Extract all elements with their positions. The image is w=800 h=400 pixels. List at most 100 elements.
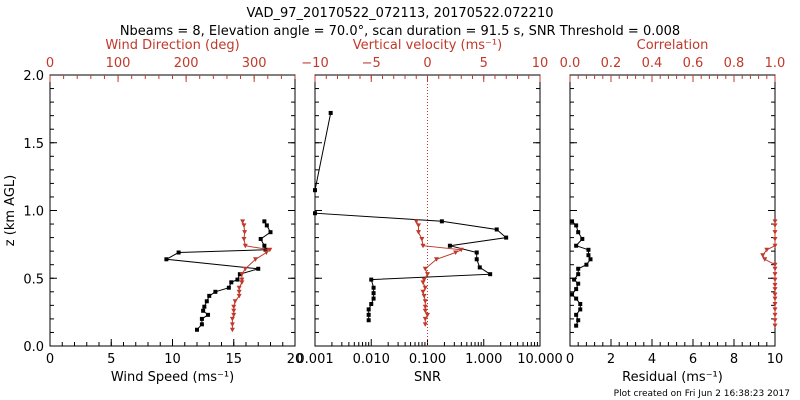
x2-tick-label: 100 xyxy=(106,56,131,71)
x-tick-label: 0 xyxy=(46,352,54,367)
series-1-point xyxy=(580,236,585,241)
title-line-2: Nbeams = 8, Elevation angle = 70.0°, sca… xyxy=(120,24,680,39)
series-2-point xyxy=(422,266,428,272)
x2-tick-label: 1.0 xyxy=(765,56,786,71)
x-axis-title: Residual (ms⁻¹) xyxy=(622,370,723,385)
series-1-line xyxy=(164,221,272,331)
x-tick-label: 10 xyxy=(164,352,181,367)
series-1-point xyxy=(576,266,581,271)
series-2-point xyxy=(263,250,269,256)
series-1-point xyxy=(576,318,581,323)
x2-axis-title: Wind Direction (deg) xyxy=(105,38,239,53)
x-tick-label: 0 xyxy=(566,352,574,367)
series-1-point xyxy=(570,219,575,224)
y-tick-label: 0.0 xyxy=(23,340,44,355)
series-1-point xyxy=(204,299,209,304)
series-2-point xyxy=(772,318,778,323)
series-2-point xyxy=(420,280,426,285)
series-1-point xyxy=(371,291,376,296)
x2-axis-title: Vertical velocity (ms⁻¹) xyxy=(353,38,502,53)
x2-tick-label: 5 xyxy=(480,56,488,71)
series-1-point xyxy=(439,219,444,224)
series-1-point xyxy=(576,281,581,286)
x2-axis-title: Correlation xyxy=(637,38,709,53)
series-2-point xyxy=(762,257,768,262)
y-tick-label: 0.5 xyxy=(23,272,44,287)
series-1-point xyxy=(578,307,583,312)
series-1-line xyxy=(314,112,508,321)
series-1-point xyxy=(369,301,374,306)
series-1-point xyxy=(237,272,242,277)
series-2-point xyxy=(242,266,248,272)
series-1-point xyxy=(235,277,240,282)
series-1-point xyxy=(268,230,273,235)
series-1-point xyxy=(572,277,577,282)
series-1-point xyxy=(574,296,579,301)
series-1-point xyxy=(366,307,371,312)
x2-tick-label: 0.0 xyxy=(560,56,581,71)
series-2-point xyxy=(236,293,242,299)
series-1-point xyxy=(494,227,499,232)
series-2-point xyxy=(267,247,273,253)
title-line-1: VAD_97_20170522_072113, 20170522.072210 xyxy=(247,6,554,21)
series-1-point xyxy=(258,236,263,241)
series-2-point xyxy=(772,287,778,292)
series-1-point xyxy=(447,243,452,248)
series-2-point xyxy=(416,230,421,235)
series-1-point xyxy=(213,289,218,294)
x2-tick-label: 0.4 xyxy=(642,56,663,71)
series-2-point xyxy=(422,322,428,327)
x-tick-label: 0.001 xyxy=(296,352,333,367)
x-tick-label: 4 xyxy=(648,352,656,367)
series-2-point xyxy=(458,247,464,253)
y-tick-label: 1.0 xyxy=(23,205,44,220)
series-2-point xyxy=(231,308,237,314)
series-2-point xyxy=(422,316,428,322)
series-2-point xyxy=(239,277,245,283)
x-tick-label: 15 xyxy=(225,352,242,367)
x2-tick-label: 0.2 xyxy=(601,56,622,71)
x-tick-label: 5 xyxy=(107,352,115,367)
series-2-point xyxy=(453,250,459,256)
x2-tick-label: 0.8 xyxy=(724,56,745,71)
series-2-point xyxy=(772,219,778,224)
x-tick-label: 1.000 xyxy=(465,352,502,367)
series-1-point xyxy=(477,265,482,270)
series-2-point xyxy=(241,223,247,228)
series-1-point xyxy=(574,243,579,248)
series-2-point xyxy=(764,247,770,253)
x-axis-title: SNR xyxy=(414,370,441,385)
series-2-point xyxy=(425,272,430,277)
x2-tick-label: 0.6 xyxy=(683,56,704,71)
series-2-point xyxy=(772,312,778,318)
series-2-point xyxy=(760,253,766,258)
series-1-point xyxy=(201,308,206,313)
x-tick-label: 0.010 xyxy=(353,352,390,367)
series-1-point xyxy=(229,280,234,285)
series-2-point xyxy=(772,323,778,329)
series-1-point xyxy=(313,211,317,216)
series-1-point xyxy=(226,285,231,290)
x-tick-label: 8 xyxy=(730,352,738,367)
panel-2: 0.001 0.010 0.100 1.000 10.000 −10 −5 0 5 10 SNR Ve… xyxy=(296,38,562,385)
series-1-point xyxy=(313,188,317,193)
series-2-point xyxy=(772,272,778,277)
series-2-point xyxy=(772,262,778,268)
series-2-point xyxy=(772,296,778,302)
series-1-point xyxy=(199,316,204,321)
series-1-point xyxy=(369,277,374,282)
series-1-point xyxy=(262,243,267,248)
series-1-point xyxy=(195,327,199,332)
series-2-point xyxy=(413,219,419,224)
series-1-point xyxy=(264,223,269,228)
series-2-point xyxy=(422,299,428,304)
series-2-point xyxy=(416,223,421,228)
x2-tick-label: −10 xyxy=(301,56,328,71)
y-tick-label: 1.5 xyxy=(23,137,44,152)
x-tick-label: 0.100 xyxy=(409,352,446,367)
series-2-point xyxy=(772,283,778,288)
series-1-point xyxy=(262,219,267,224)
series-2-point xyxy=(242,243,248,249)
